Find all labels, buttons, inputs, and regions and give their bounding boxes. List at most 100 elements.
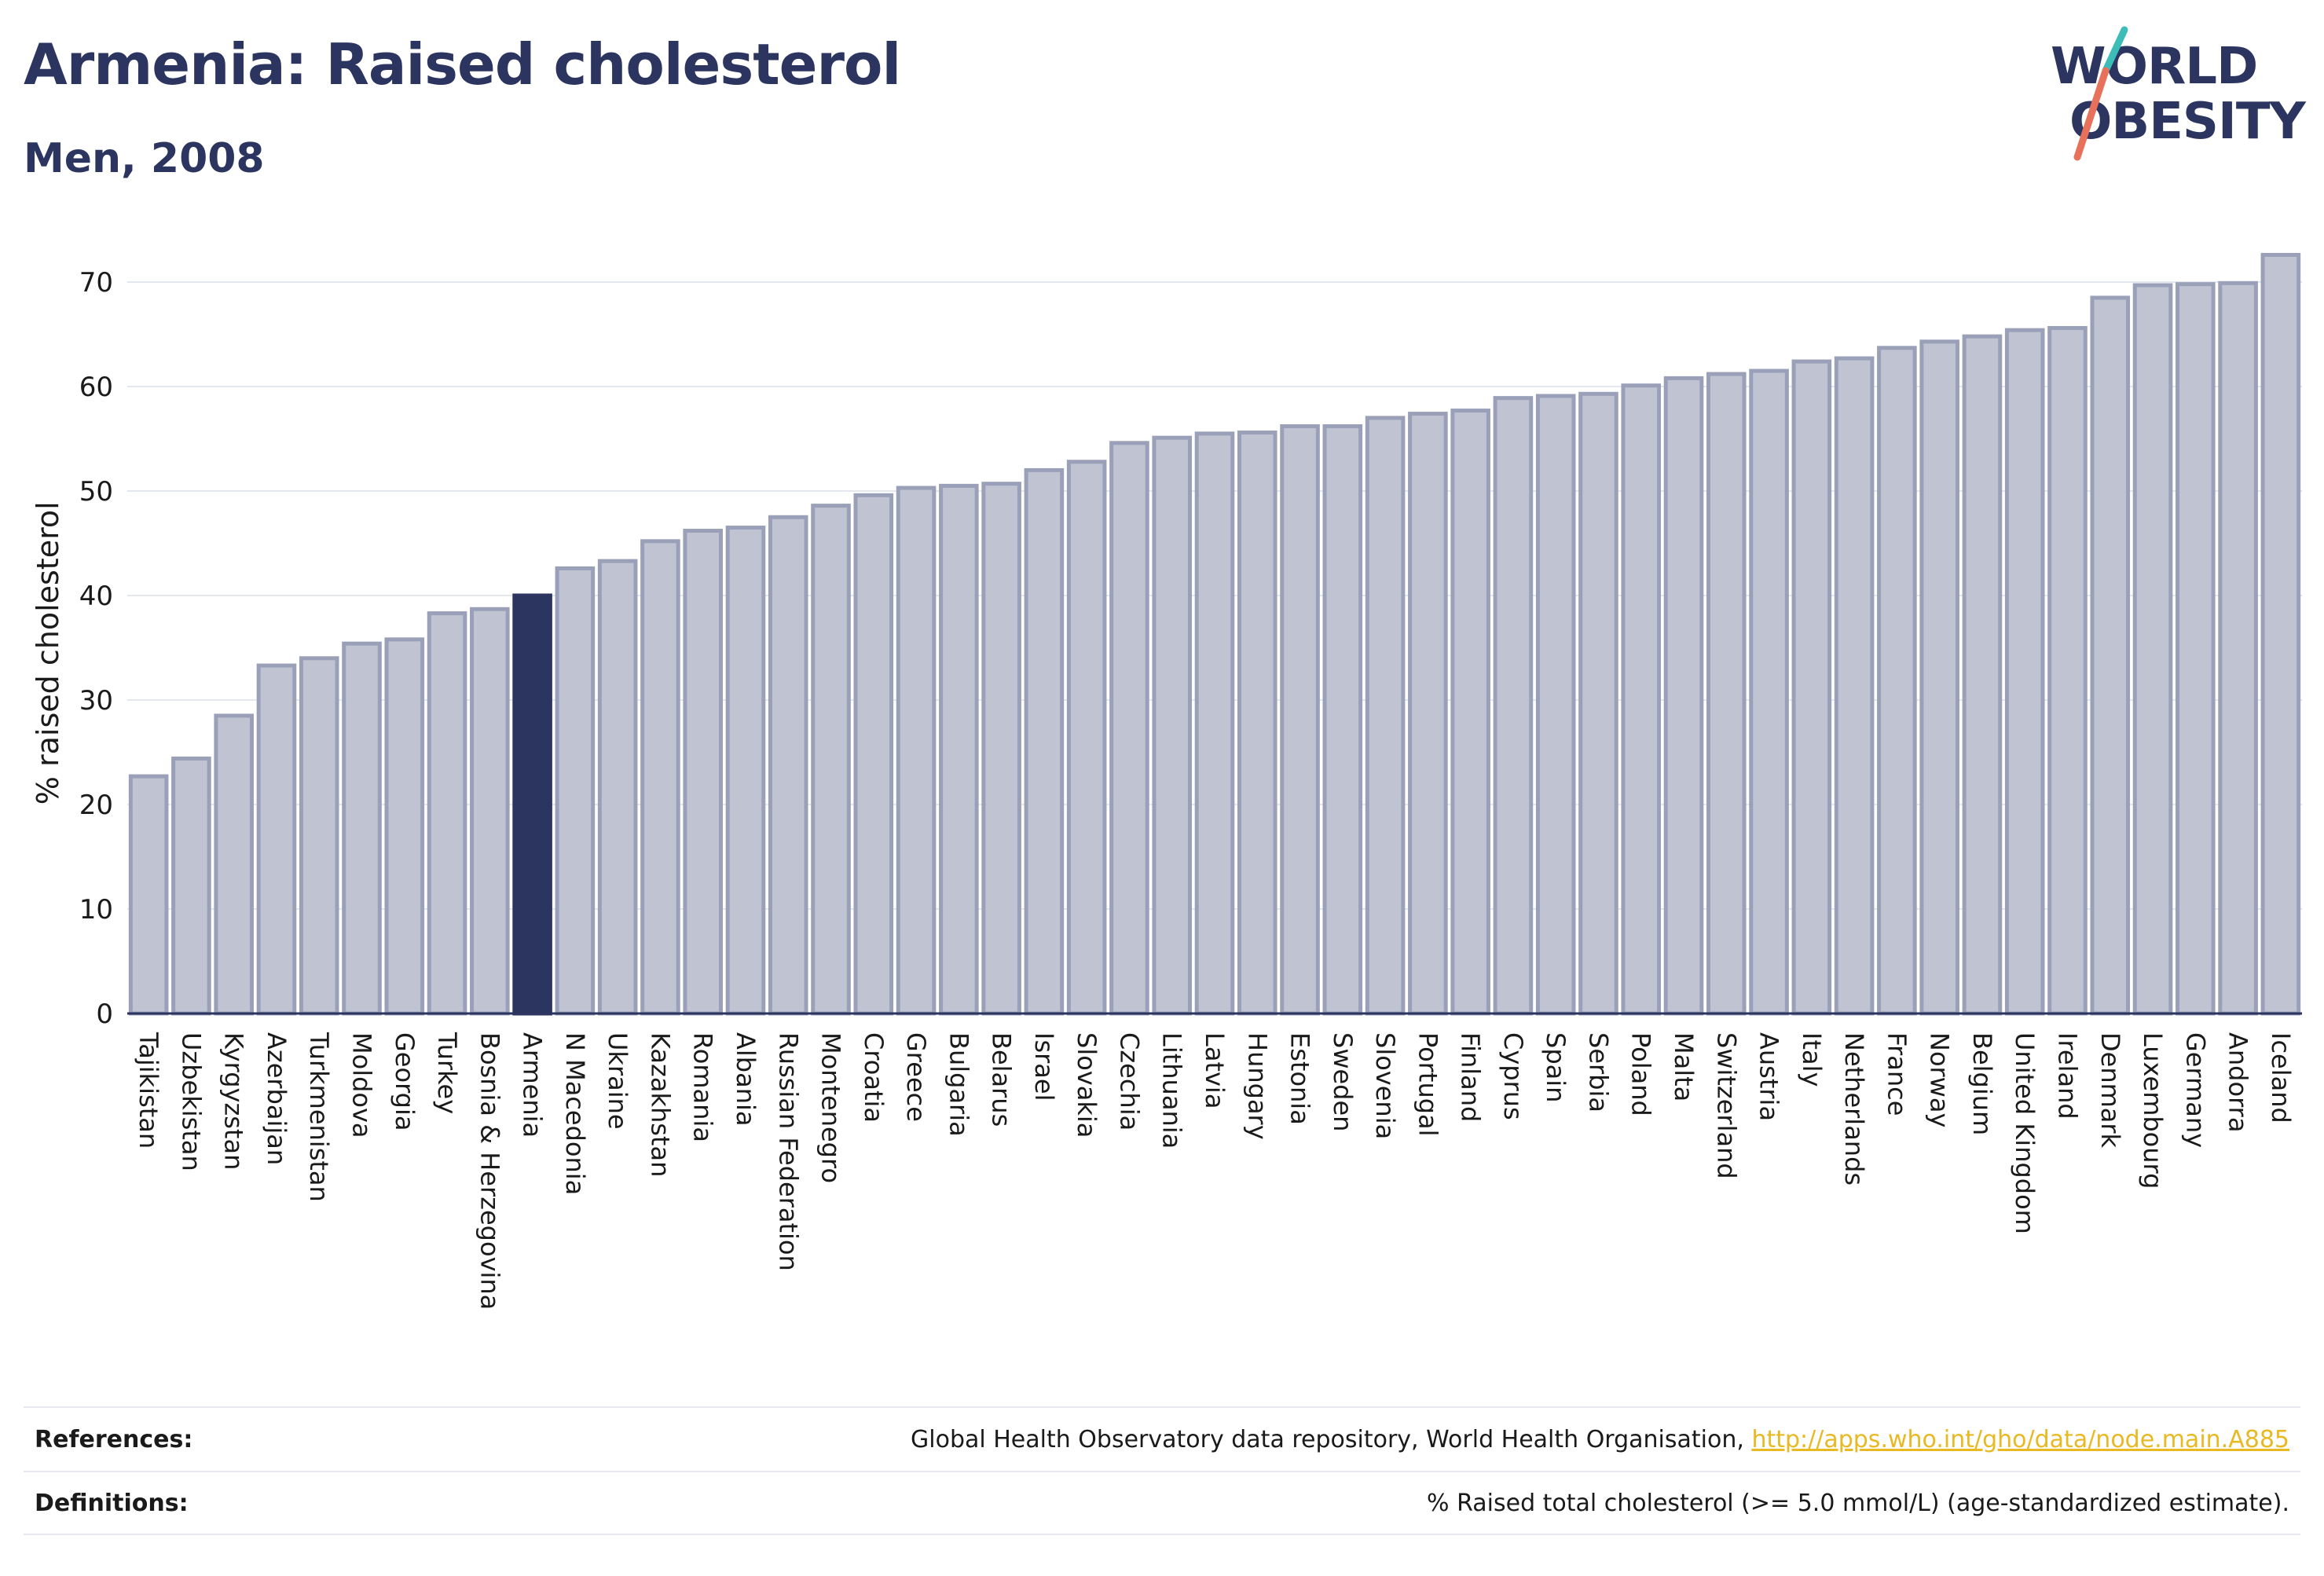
bar (1578, 391, 1618, 1016)
bar (2132, 283, 2173, 1016)
x-tick-label: Spain (1541, 1032, 1571, 1102)
x-tick-label: Greece (901, 1032, 931, 1122)
x-tick-label: Malta (1669, 1032, 1699, 1101)
definitions-label: Definitions: (35, 1489, 189, 1517)
bar (2176, 282, 2216, 1016)
x-tick-label: Finland (1456, 1032, 1486, 1122)
x-tick-label: Poland (1626, 1032, 1656, 1116)
x-tick-label: Switzerland (1711, 1032, 1741, 1179)
bar (1791, 359, 1832, 1016)
x-tick-label: Montenegro (816, 1032, 846, 1183)
x-tick-label: Luxembourg (2138, 1032, 2168, 1189)
bar (768, 515, 808, 1016)
x-tick-label: Romania (688, 1032, 718, 1142)
x-tick-label: Cyprus (1498, 1032, 1528, 1120)
chart-title: Armenia: Raised cholesterol (24, 31, 901, 97)
y-tick-label: 60 (79, 372, 113, 403)
logo-slash-icon (2073, 26, 2128, 161)
bar (683, 529, 724, 1016)
x-tick-label: Serbia (1583, 1032, 1613, 1112)
bar (1749, 368, 1789, 1016)
references-row: References: Global Health Observatory da… (24, 1406, 2300, 1471)
x-tick-label: Portugal (1413, 1032, 1442, 1137)
bar (427, 611, 467, 1016)
x-tick-label: Italy (1797, 1032, 1827, 1087)
bar (981, 482, 1021, 1016)
bar (1322, 424, 1363, 1016)
chart-subtitle: Men, 2008 (24, 135, 265, 182)
x-tick-label: Turkey (432, 1032, 462, 1114)
x-tick-label: Iceland (2266, 1032, 2296, 1123)
bar (555, 566, 596, 1016)
x-tick-label: Slovakia (1072, 1032, 1102, 1138)
x-tick-label: France (1882, 1032, 1912, 1116)
y-tick-label: 40 (79, 581, 113, 612)
bar (128, 774, 169, 1016)
bar (811, 504, 851, 1016)
x-tick-label: Turkmenistan (304, 1032, 334, 1202)
definitions-text: % Raised total cholesterol (>= 5.0 mmol/… (1427, 1489, 2289, 1517)
references-value: Global Health Observatory data repositor… (911, 1426, 2289, 1453)
references-link[interactable]: http://apps.who.int/gho/data/node.main.A… (1751, 1425, 2289, 1453)
y-tick-label: 0 (96, 999, 113, 1030)
y-tick-label: 70 (79, 267, 113, 299)
bar (1066, 460, 1107, 1016)
x-tick-label: Kyrgyzstan (219, 1032, 249, 1170)
x-tick-label: Russian Federation (773, 1032, 803, 1271)
bar (1152, 435, 1193, 1016)
bar (1962, 334, 2003, 1016)
bar (725, 526, 766, 1016)
x-tick-label: Netherlands (1839, 1032, 1869, 1186)
x-tick-label: Belarus (987, 1032, 1017, 1127)
x-tick-label: Moldova (347, 1032, 377, 1138)
y-axis-label: % raised cholesterol (31, 501, 65, 804)
bar (1280, 424, 1320, 1016)
bar (256, 663, 297, 1016)
x-tick-label: Uzbekistan (176, 1032, 206, 1171)
x-tick-label: Israel (1029, 1032, 1059, 1101)
bar (1834, 356, 1875, 1016)
bar (2004, 328, 2045, 1016)
x-tick-label: Belgium (1967, 1032, 1997, 1135)
bar (1663, 376, 1704, 1016)
x-tick-label: Estonia (1285, 1032, 1315, 1125)
bar (1919, 339, 1959, 1016)
x-tick-label: Slovenia (1370, 1032, 1400, 1139)
bar (1365, 416, 1406, 1016)
x-tick-label: Tajikistan (134, 1032, 163, 1149)
logo-line-1: WORLD (2051, 38, 2258, 96)
x-tick-label: Germany (2180, 1032, 2210, 1148)
bar (1450, 409, 1490, 1016)
bar (1535, 394, 1576, 1016)
bar-chart: 0 10 20 30 40 50 60 70 Tajikistan Uzbekistan Kyrgy… (31, 252, 2302, 1310)
bar (2090, 295, 2131, 1016)
x-tick-label: N Macedonia (560, 1032, 590, 1195)
x-tick-label: Ukraine (603, 1032, 632, 1130)
x-tick-label: Andorra (2223, 1032, 2253, 1132)
x-tick-label: Austria (1754, 1032, 1784, 1121)
x-tick-label: Georgia (390, 1032, 420, 1131)
bar (2260, 252, 2301, 1016)
x-tick-label: Kazakhstan (645, 1032, 675, 1177)
bar (2047, 326, 2088, 1016)
logo-line-2: OBESITY (2069, 93, 2306, 151)
bar (214, 713, 254, 1016)
bar (1877, 346, 1917, 1016)
world-obesity-logo: WORLD OBESITY (2051, 24, 2310, 165)
x-tick-label: Hungary (1242, 1032, 1272, 1140)
bar (597, 559, 638, 1016)
bar (384, 637, 425, 1016)
x-tick-label: Bulgaria (944, 1032, 973, 1137)
x-tick-label: Denmark (2095, 1032, 2125, 1149)
bar (939, 483, 979, 1016)
y-tick-label: 20 (79, 790, 113, 821)
references-text: Global Health Observatory data repositor… (911, 1425, 1752, 1453)
bar (299, 656, 339, 1016)
bar (1237, 431, 1277, 1016)
bar (470, 607, 510, 1016)
bar (1621, 383, 1662, 1016)
bar (1706, 372, 1747, 1016)
bar (640, 539, 680, 1016)
bar (1024, 467, 1065, 1016)
bar (512, 593, 552, 1016)
